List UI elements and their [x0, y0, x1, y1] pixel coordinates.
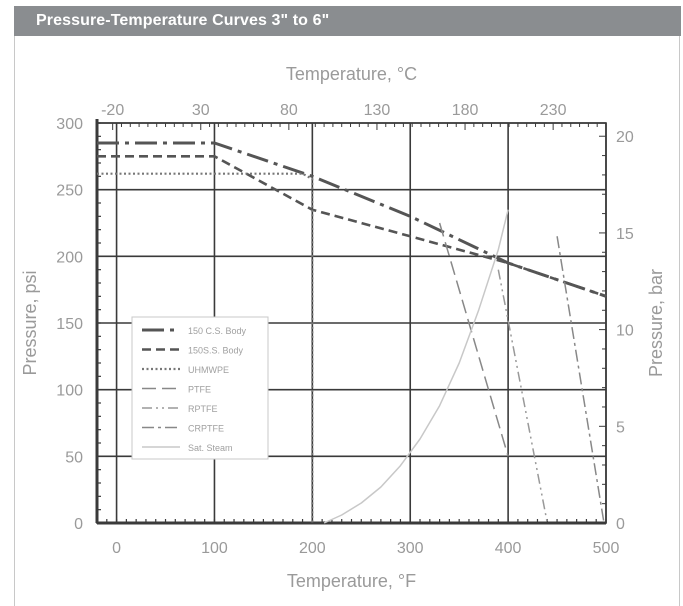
series-line-150-c-s-body: [97, 141, 607, 298]
title-bar: Pressure-Temperature Curves 3" to 6": [14, 6, 681, 36]
y2-tick-label: 20: [616, 129, 634, 146]
x-tick-label: 0: [112, 540, 121, 557]
x2-tick-label: 180: [452, 102, 479, 119]
series-line-ptfe: [438, 222, 509, 457]
y-tick-label: 250: [56, 183, 83, 200]
y-tick-label: 50: [65, 449, 83, 466]
series-line-crptfe: [556, 236, 605, 524]
legend-label: RPTFE: [188, 404, 218, 414]
y2-axis-label: Pressure, bar: [646, 269, 666, 377]
y-tick-label: 150: [56, 316, 83, 333]
x2-tick-label: -20: [101, 102, 124, 119]
x-tick-label: 400: [495, 540, 522, 557]
x2-tick-label: 80: [280, 102, 298, 119]
legend-label: Sat. Steam: [188, 443, 233, 453]
legend-label: CRPTFE: [188, 424, 224, 434]
y2-tick-label: 0: [616, 516, 625, 533]
y-axis-label: Pressure, psi: [20, 270, 40, 375]
legend-label: 150S.S. Body: [188, 346, 244, 356]
legend-label: PTFE: [188, 385, 211, 395]
y-tick-label: 200: [56, 249, 83, 266]
y2-tick-label: 15: [616, 226, 634, 243]
x-tick-label: 300: [397, 540, 424, 557]
y2-tick-label: 5: [616, 419, 625, 436]
legend: 150 C.S. Body 150S.S. Body UHMWPE PTFE RPTFE…: [131, 316, 269, 460]
chart-frame: [14, 36, 680, 606]
x2-axis-label: Temperature, °C: [286, 64, 417, 84]
series-line-rptfe: [497, 269, 549, 524]
y-tick-label: 0: [74, 516, 83, 533]
legend-label: 150 C.S. Body: [188, 326, 247, 336]
series-lines: [97, 141, 607, 524]
y-tick-label: 300: [56, 116, 83, 133]
x-axis-label: Temperature, °F: [287, 571, 416, 591]
chart-title: Pressure-Temperature Curves 3" to 6": [36, 12, 330, 29]
series-line-sat-steam: [323, 209, 509, 524]
y2-tick-label: 10: [616, 323, 634, 340]
x2-tick-label: 230: [540, 102, 567, 119]
series-line-150s-s-body: [97, 155, 607, 298]
x-tick-label: 200: [299, 540, 326, 557]
legend-label: UHMWPE: [188, 365, 229, 375]
x-tick-label: 500: [593, 540, 620, 557]
x2-tick-label: 130: [364, 102, 391, 119]
x-tick-label: 100: [201, 540, 228, 557]
y-tick-label: 100: [56, 383, 83, 400]
x2-tick-label: 30: [192, 102, 210, 119]
series-line-uhmwpe: [97, 172, 314, 523]
